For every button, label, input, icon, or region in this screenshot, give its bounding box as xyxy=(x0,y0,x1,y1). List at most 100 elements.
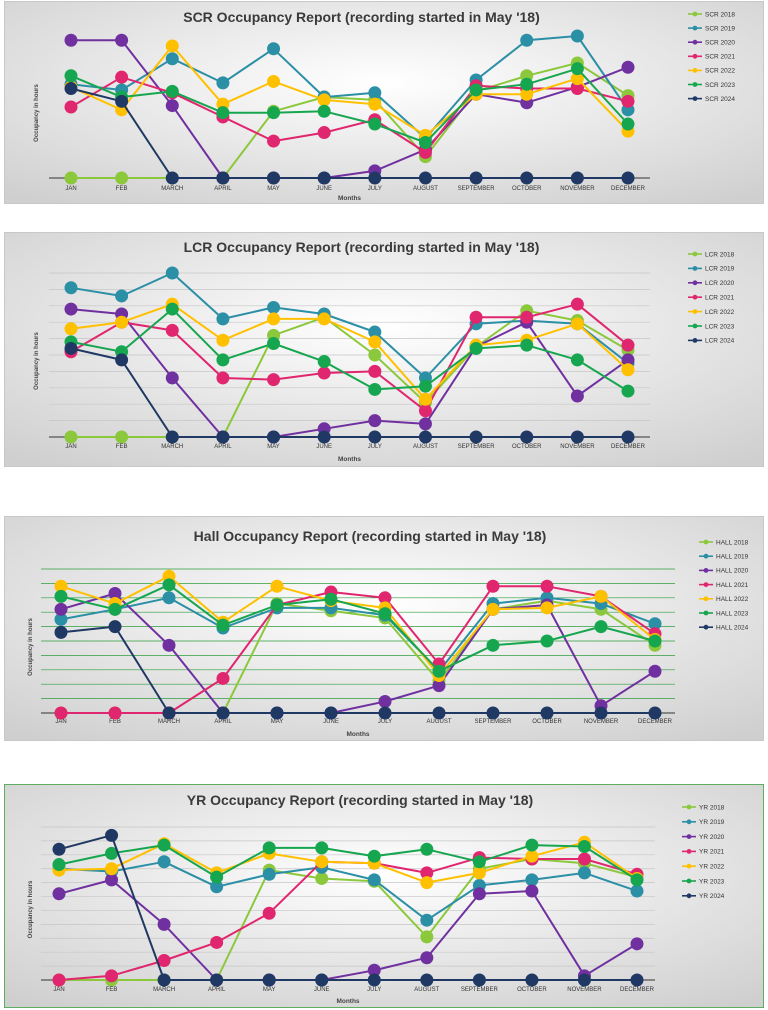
legend-label: HALL 2018 xyxy=(716,539,749,546)
series-line xyxy=(71,39,629,179)
x-tick-label: NOVEMBER xyxy=(584,719,619,725)
series-line xyxy=(60,625,655,714)
data-point xyxy=(630,937,644,951)
x-tick-label: SEPTEMBER xyxy=(474,719,512,725)
data-point xyxy=(54,625,68,639)
legend-entry: HALL 2018 xyxy=(699,539,749,546)
data-point xyxy=(368,117,382,131)
data-point xyxy=(368,382,382,396)
data-point xyxy=(267,430,281,444)
data-point xyxy=(52,842,66,856)
data-point xyxy=(630,873,644,887)
data-point xyxy=(594,706,608,720)
data-point xyxy=(54,602,68,616)
data-point xyxy=(317,126,331,140)
data-point xyxy=(64,33,78,47)
series-line xyxy=(70,44,629,137)
legend-marker xyxy=(692,251,698,257)
x-tick-label: DECEMBER xyxy=(638,719,673,725)
x-tick-label: JULY xyxy=(368,186,382,192)
x-tick-label: OCTOBER xyxy=(532,719,562,725)
x-tick-label: MAY xyxy=(271,719,284,725)
data-point xyxy=(115,33,129,47)
data-point xyxy=(210,935,224,949)
series-line xyxy=(70,347,628,438)
data-point xyxy=(267,312,281,326)
data-point xyxy=(621,363,635,377)
x-tick-label: JAN xyxy=(65,186,76,192)
data-point xyxy=(64,82,78,96)
legend-entry: HALL 2023 xyxy=(699,610,749,617)
data-point xyxy=(115,353,129,367)
data-point xyxy=(418,145,432,159)
data-point xyxy=(54,612,68,626)
data-point xyxy=(267,106,281,120)
legend-label: SCR 2021 xyxy=(705,54,735,61)
data-point xyxy=(368,325,382,339)
data-point xyxy=(525,873,539,887)
data-point xyxy=(520,338,534,352)
data-point xyxy=(105,862,119,876)
chart-title: Hall Occupancy Report (recording started… xyxy=(194,528,547,544)
legend-entry: SCR 2022 xyxy=(688,68,735,75)
series-2024 xyxy=(54,620,662,720)
x-tick-label: OCTOBER xyxy=(517,987,547,993)
legend-label: LCR 2024 xyxy=(705,338,735,345)
series-line xyxy=(60,583,656,673)
data-point xyxy=(540,601,554,615)
data-point xyxy=(486,638,500,652)
data-point xyxy=(367,973,381,987)
data-point xyxy=(469,430,483,444)
hall-chart: Hall Occupancy Report (recording started… xyxy=(5,517,763,740)
data-point xyxy=(420,866,434,880)
data-point xyxy=(267,42,281,56)
data-point xyxy=(486,706,500,720)
data-point xyxy=(570,171,584,185)
legend-entry: LCR 2024 xyxy=(688,338,735,345)
x-tick-label: NOVEMBER xyxy=(567,987,602,993)
legend-label: LCR 2019 xyxy=(705,266,735,273)
series-2024 xyxy=(64,341,635,444)
series-line xyxy=(61,585,656,714)
data-point xyxy=(267,337,281,351)
data-point xyxy=(157,838,171,852)
legend-label: YR 2020 xyxy=(699,834,725,841)
legend-label: LCR 2022 xyxy=(705,309,735,316)
data-point xyxy=(105,873,119,887)
data-point xyxy=(630,973,644,987)
data-point xyxy=(577,839,591,853)
data-point xyxy=(324,706,338,720)
legend-label: YR 2021 xyxy=(699,849,725,856)
data-point xyxy=(418,417,432,431)
series-line xyxy=(58,878,638,981)
data-point xyxy=(115,171,129,185)
data-point xyxy=(486,579,500,593)
data-point xyxy=(577,866,591,880)
data-point xyxy=(317,93,331,107)
legend-entry: LCR 2018 xyxy=(688,251,735,258)
legend-marker xyxy=(692,323,698,329)
data-point xyxy=(472,887,486,901)
legend-label: YR 2019 xyxy=(699,819,725,826)
legend-entry: SCR 2019 xyxy=(688,25,735,32)
legend-label: SCR 2020 xyxy=(705,40,735,47)
data-point xyxy=(621,60,635,74)
x-tick-label: APRIL xyxy=(214,186,232,192)
data-point xyxy=(472,855,486,869)
data-point xyxy=(216,618,230,632)
data-point xyxy=(472,973,486,987)
legend-marker xyxy=(686,819,692,825)
data-point xyxy=(162,638,176,652)
data-point xyxy=(570,317,584,331)
data-point xyxy=(472,866,486,880)
data-point xyxy=(368,171,382,185)
legend-marker xyxy=(686,878,692,884)
series-2023 xyxy=(54,578,662,678)
data-point xyxy=(520,171,534,185)
data-point xyxy=(262,841,276,855)
data-point xyxy=(570,353,584,367)
x-tick-label: JUNE xyxy=(323,719,339,725)
legend-label: SCR 2023 xyxy=(705,82,735,89)
data-point xyxy=(64,171,78,185)
series-line xyxy=(58,834,637,981)
